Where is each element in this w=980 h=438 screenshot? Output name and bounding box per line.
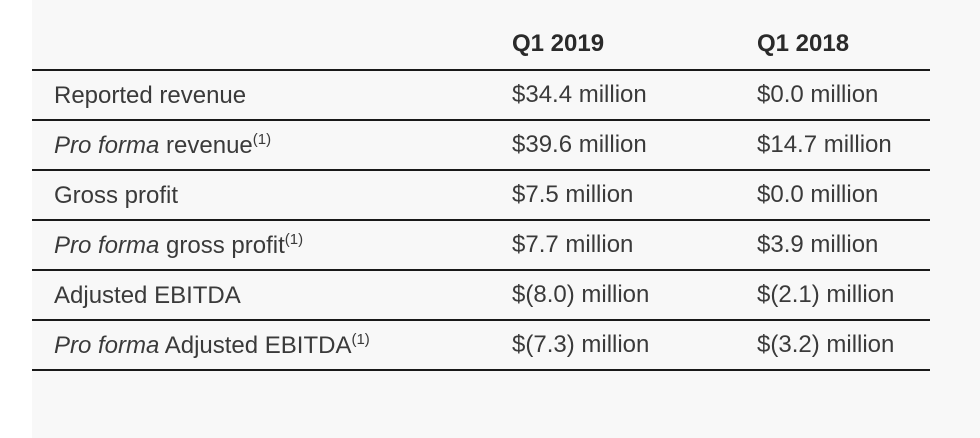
value-q1-2019: $34.4 million xyxy=(512,81,647,108)
row-label-text: Gross profit xyxy=(54,182,179,209)
row-label-text: Adjusted EBITDA xyxy=(54,282,241,309)
footnote-marker: (1) xyxy=(284,231,304,248)
value-q1-2019: $(8.0) million xyxy=(512,281,650,308)
row-label: Pro forma Adjusted EBITDA(1) xyxy=(54,331,370,360)
value-q1-2018: $(2.1) million xyxy=(757,281,895,308)
footnote-marker: (1) xyxy=(252,131,272,148)
table-row: Pro forma Adjusted EBITDA(1) $(7.3) mill… xyxy=(32,319,930,371)
header-q1-2019: Q1 2019 xyxy=(512,30,605,57)
value-q1-2019: $(7.3) million xyxy=(512,331,650,358)
row-label: Reported revenue xyxy=(54,81,246,110)
value-q1-2018: $0.0 million xyxy=(757,81,879,108)
row-label-text: Reported revenue xyxy=(54,82,247,109)
row-label: Adjusted EBITDA xyxy=(54,281,241,310)
header-q1-2018: Q1 2018 xyxy=(757,30,850,57)
row-label-italic: Pro forma xyxy=(54,232,160,259)
footnote-marker: (1) xyxy=(351,331,370,348)
row-label-text: revenue xyxy=(159,132,253,159)
value-q1-2018: $(3.2) million xyxy=(757,331,895,358)
value-q1-2019: $39.6 million xyxy=(512,131,647,158)
value-q1-2018: $3.9 million xyxy=(757,231,879,258)
value-q1-2019: $7.7 million xyxy=(512,231,634,258)
row-label: Pro forma revenue(1) xyxy=(54,131,271,160)
page-margin xyxy=(0,0,32,438)
table-row: Reported revenue $34.4 million $0.0 mill… xyxy=(32,69,930,119)
table-row: Adjusted EBITDA $(8.0) million $(2.1) mi… xyxy=(32,269,930,319)
row-label-italic: Pro forma xyxy=(54,132,160,159)
row-label-text: gross profit xyxy=(159,232,285,259)
value-q1-2018: $14.7 million xyxy=(757,131,892,158)
value-q1-2019: $7.5 million xyxy=(512,181,634,208)
table-row: Pro forma gross profit(1) $7.7 million $… xyxy=(32,219,930,269)
row-label-italic: Pro forma xyxy=(54,332,160,359)
table-row: Gross profit $7.5 million $0.0 million xyxy=(32,169,930,219)
row-label-text: Adjusted EBITDA xyxy=(159,332,352,359)
table-row: Pro forma revenue(1) $39.6 million $14.7… xyxy=(32,119,930,169)
row-label: Gross profit xyxy=(54,181,178,210)
value-q1-2018: $0.0 million xyxy=(757,181,879,208)
row-label: Pro forma gross profit(1) xyxy=(54,231,303,260)
